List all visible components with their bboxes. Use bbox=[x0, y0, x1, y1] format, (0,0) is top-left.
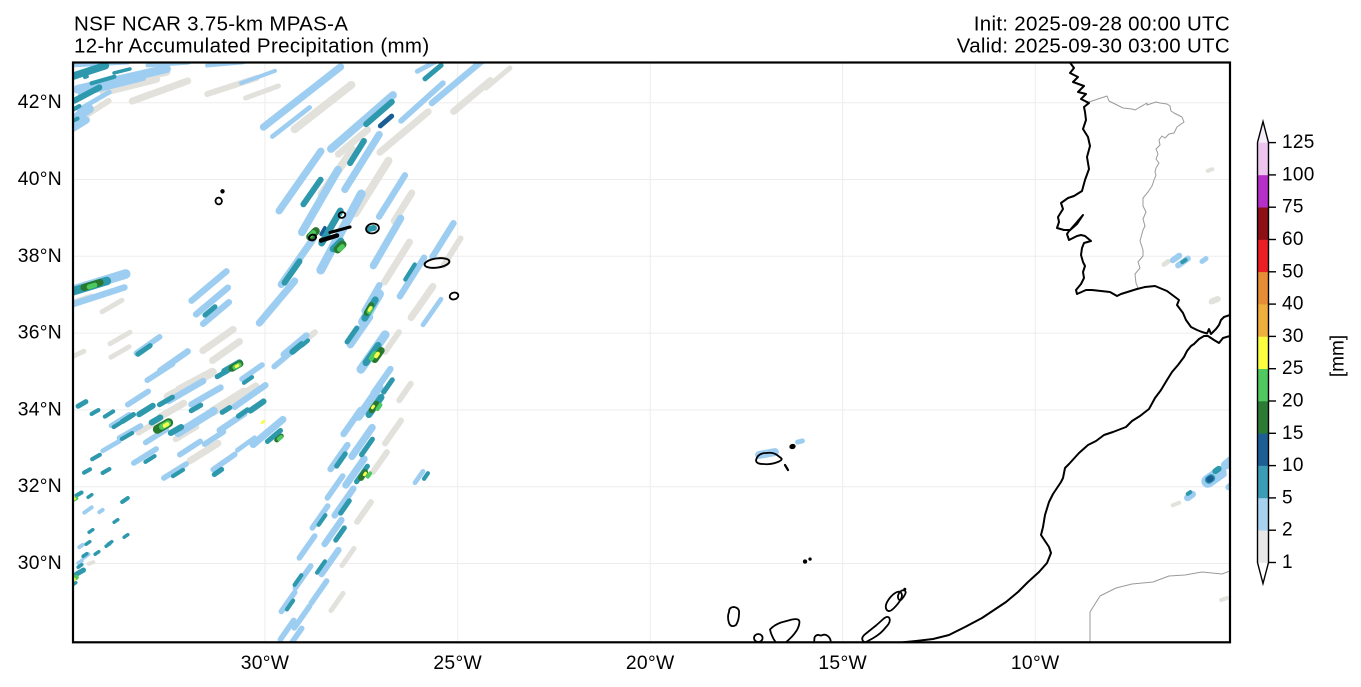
svg-text:2: 2 bbox=[1282, 520, 1293, 541]
svg-text:50: 50 bbox=[1282, 261, 1304, 282]
svg-text:60: 60 bbox=[1282, 229, 1304, 250]
svg-text:36°N: 36°N bbox=[18, 323, 62, 344]
svg-text:25°W: 25°W bbox=[433, 653, 482, 674]
svg-text:40°N: 40°N bbox=[18, 169, 62, 190]
svg-text:75: 75 bbox=[1282, 197, 1304, 218]
svg-text:Valid: 2025-09-30 03:00 UTC: Valid: 2025-09-30 03:00 UTC bbox=[957, 35, 1230, 58]
svg-text:30°N: 30°N bbox=[18, 553, 62, 574]
svg-text:40: 40 bbox=[1282, 294, 1304, 315]
svg-text:5: 5 bbox=[1282, 487, 1293, 508]
svg-text:15°W: 15°W bbox=[818, 653, 867, 674]
svg-text:30°W: 30°W bbox=[241, 653, 290, 674]
svg-text:30: 30 bbox=[1282, 326, 1304, 347]
svg-text:12-hr Accumulated Precipitatio: 12-hr Accumulated Precipitation (mm) bbox=[74, 35, 430, 58]
svg-text:Init: 2025-09-28 00:00 UTC: Init: 2025-09-28 00:00 UTC bbox=[974, 12, 1230, 35]
svg-text:10: 10 bbox=[1282, 455, 1304, 476]
svg-text:20°W: 20°W bbox=[626, 653, 675, 674]
svg-text:1: 1 bbox=[1282, 552, 1293, 573]
svg-text:34°N: 34°N bbox=[18, 399, 62, 420]
svg-text:42°N: 42°N bbox=[18, 92, 62, 113]
svg-text:100: 100 bbox=[1282, 164, 1315, 185]
svg-text:[mm]: [mm] bbox=[1328, 335, 1349, 377]
svg-text:NSF NCAR 3.75-km MPAS-A: NSF NCAR 3.75-km MPAS-A bbox=[74, 12, 348, 35]
svg-text:25: 25 bbox=[1282, 358, 1304, 379]
svg-text:10°W: 10°W bbox=[1011, 653, 1060, 674]
svg-text:38°N: 38°N bbox=[18, 246, 62, 267]
svg-text:20: 20 bbox=[1282, 391, 1304, 412]
svg-text:32°N: 32°N bbox=[18, 476, 62, 497]
svg-text:15: 15 bbox=[1282, 423, 1304, 444]
svg-text:125: 125 bbox=[1282, 132, 1315, 153]
